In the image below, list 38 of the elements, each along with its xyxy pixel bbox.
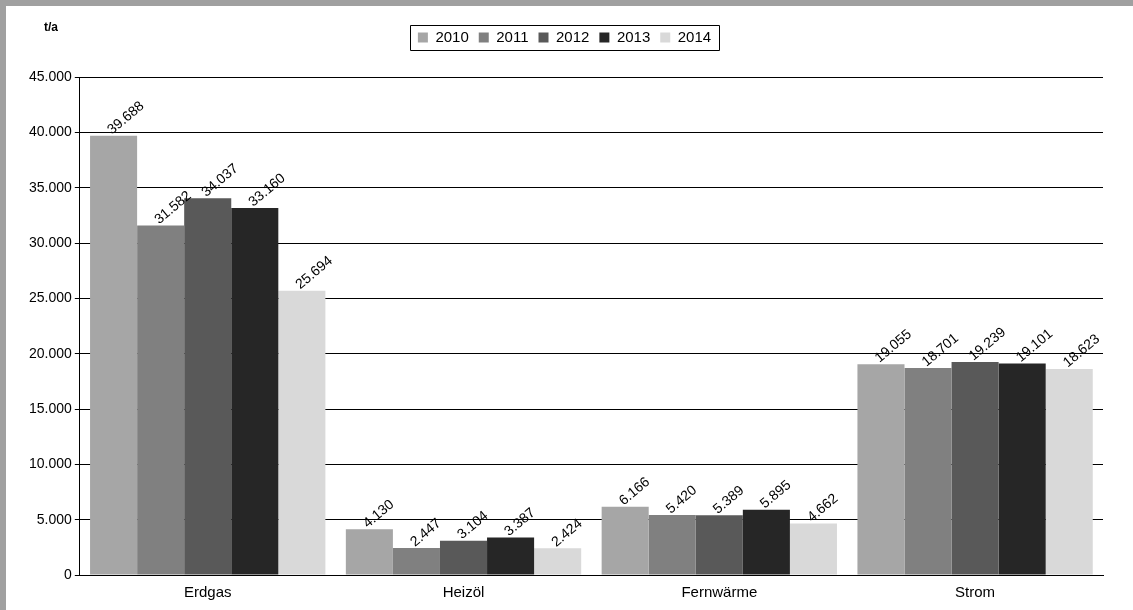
- y-tick-label: 40.000: [28, 123, 73, 140]
- bar: [789, 523, 837, 575]
- y-tick-label: 10.000: [28, 455, 73, 472]
- bar: [487, 537, 535, 575]
- y-tick-label: 30.000: [28, 233, 73, 250]
- legend-label: 2014: [677, 27, 712, 45]
- bar: [1045, 368, 1093, 575]
- x-tick-label: Fernwärme: [681, 583, 758, 601]
- legend-label: 2011: [496, 27, 529, 45]
- bar: [857, 364, 905, 575]
- y-tick-label: 15.000: [28, 399, 73, 416]
- y-axis-title: t/a: [44, 20, 59, 35]
- bar: [90, 135, 138, 575]
- bar: [742, 509, 790, 575]
- bar: [345, 529, 393, 575]
- bar: [534, 548, 582, 575]
- y-tick-label: 0: [64, 565, 73, 582]
- legend-label: 2013: [616, 27, 651, 45]
- bar: [695, 515, 743, 575]
- y-tick-label: 25.000: [28, 289, 73, 306]
- legend-label: 2012: [556, 27, 590, 45]
- y-tick-label: 45.000: [28, 67, 73, 84]
- bar: [998, 363, 1046, 575]
- x-tick-label: Erdgas: [183, 583, 232, 601]
- y-tick-label: 35.000: [28, 178, 73, 195]
- x-tick-label: Heizöl: [442, 583, 485, 601]
- bar: [601, 506, 649, 575]
- legend-label: 2010: [435, 27, 469, 45]
- x-tick-label: Strom: [955, 583, 996, 601]
- bar: [231, 208, 279, 575]
- y-tick-label: 5.000: [36, 510, 73, 527]
- bar: [278, 290, 326, 575]
- bar: [904, 368, 952, 575]
- bar: [392, 547, 440, 575]
- bar: [137, 225, 185, 575]
- y-tick-label: 20.000: [28, 344, 73, 361]
- bar: [648, 515, 696, 575]
- bar: [439, 540, 488, 575]
